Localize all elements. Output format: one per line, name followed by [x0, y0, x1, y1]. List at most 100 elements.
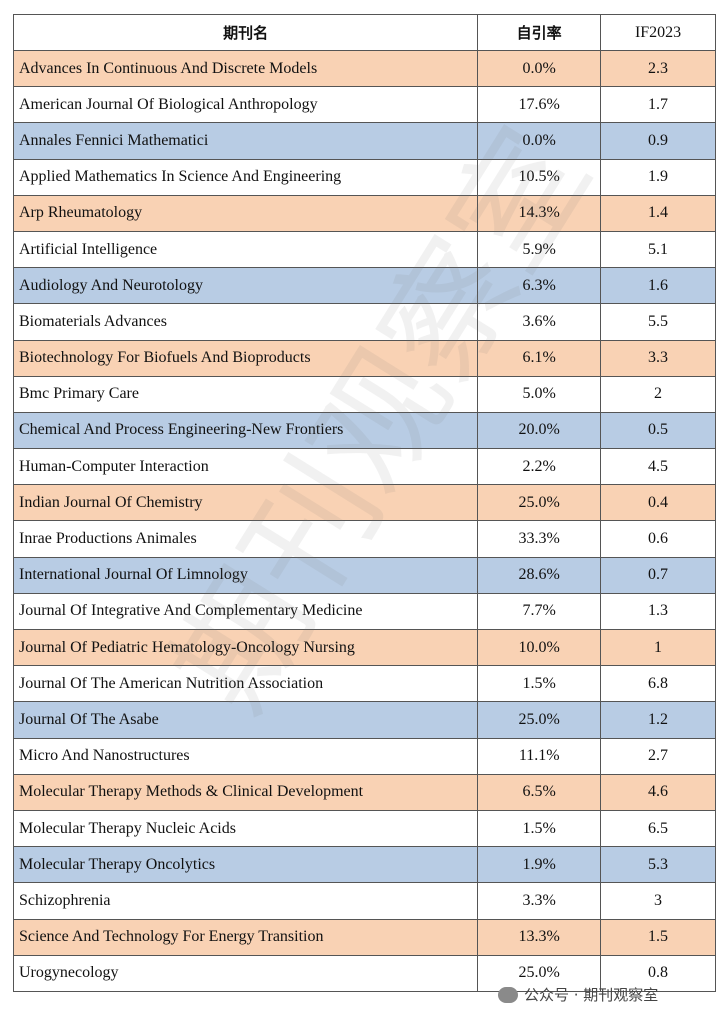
self-citation-rate: 2.2%: [477, 448, 602, 486]
self-citation-rate: 1.5%: [477, 809, 602, 848]
header-cell: IF2023: [600, 14, 716, 51]
journal-name: Audiology And Neurotology: [12, 267, 479, 305]
table-row: Molecular Therapy Oncolytics 1.9% 5.3: [12, 846, 716, 884]
journal-name: Molecular Therapy Oncolytics: [12, 846, 479, 884]
self-citation-rate: 28.6%: [477, 556, 602, 594]
table-row: Human-Computer Interaction 2.2% 4.5: [12, 448, 716, 486]
impact-factor: 0.9: [600, 122, 716, 160]
journal-name: Urogynecology: [12, 954, 479, 992]
impact-factor: 0.5: [600, 411, 716, 450]
impact-factor: 4.6: [600, 773, 716, 811]
impact-factor: 0.8: [600, 954, 716, 992]
journal-name: Advances In Continuous And Discrete Mode…: [12, 49, 479, 88]
table-row: Urogynecology 25.0% 0.8: [12, 954, 716, 992]
impact-factor: 1: [600, 628, 716, 667]
self-citation-rate: 10.5%: [477, 158, 602, 196]
table-row: Bmc Primary Care 5.0% 2: [12, 375, 716, 413]
table-row: Advances In Continuous And Discrete Mode…: [12, 49, 716, 88]
self-citation-rate: 3.3%: [477, 882, 602, 920]
table-row: Annales Fennici Mathematici 0.0% 0.9: [12, 122, 716, 160]
impact-factor: 6.8: [600, 665, 716, 703]
self-citation-rate: 7.7%: [477, 592, 602, 631]
table-row: Biomaterials Advances 3.6% 5.5: [12, 303, 716, 341]
table-row: American Journal Of Biological Anthropol…: [12, 86, 716, 124]
journal-name: Science And Technology For Energy Transi…: [12, 918, 479, 956]
header-row: 期刊名 自引率 IF2023: [12, 14, 716, 51]
journal-name: Molecular Therapy Methods & Clinical Dev…: [12, 773, 479, 811]
self-citation-rate: 25.0%: [477, 484, 602, 522]
impact-factor: 4.5: [600, 448, 716, 486]
impact-factor: 2.7: [600, 737, 716, 775]
table-row: Chemical And Process Engineering-New Fro…: [12, 411, 716, 450]
table-row: Biotechnology For Biofuels And Bioproduc…: [12, 339, 716, 377]
impact-factor: 2.3: [600, 49, 716, 88]
table-row: Artificial Intelligence 5.9% 5.1: [12, 230, 716, 269]
table-row: Journal Of The Asabe 25.0% 1.2: [12, 701, 716, 739]
journal-name: Indian Journal Of Chemistry: [12, 484, 479, 522]
self-citation-rate: 0.0%: [477, 49, 602, 88]
journal-name: American Journal Of Biological Anthropol…: [12, 86, 479, 124]
impact-factor: 1.9: [600, 158, 716, 196]
impact-factor: 0.4: [600, 484, 716, 522]
self-citation-rate: 1.5%: [477, 665, 602, 703]
header-cell: 期刊名: [12, 14, 479, 51]
journal-name: Applied Mathematics In Science And Engin…: [12, 158, 479, 196]
self-citation-rate: 14.3%: [477, 194, 602, 232]
self-citation-rate: 3.6%: [477, 303, 602, 341]
header-cell: 自引率: [477, 14, 602, 51]
self-citation-rate: 10.0%: [477, 628, 602, 667]
impact-factor: 1.4: [600, 194, 716, 232]
impact-factor: 1.7: [600, 86, 716, 124]
journal-name: Journal Of The Asabe: [12, 701, 479, 739]
self-citation-rate: 5.0%: [477, 375, 602, 413]
table-row: Arp Rheumatology 14.3% 1.4: [12, 194, 716, 232]
impact-factor: 1.2: [600, 701, 716, 739]
table-row: Applied Mathematics In Science And Engin…: [12, 158, 716, 196]
journal-name: Bmc Primary Care: [12, 375, 479, 413]
impact-factor: 0.7: [600, 556, 716, 594]
impact-factor: 6.5: [600, 809, 716, 848]
impact-factor: 3.3: [600, 339, 716, 377]
table-row: Molecular Therapy Methods & Clinical Dev…: [12, 773, 716, 811]
table-row: Journal Of Integrative And Complementary…: [12, 592, 716, 631]
journal-table: 期刊名 自引率 IF2023 Advances In Continuous An…: [12, 14, 716, 992]
self-citation-rate: 17.6%: [477, 86, 602, 124]
table-row: Audiology And Neurotology 6.3% 1.6: [12, 267, 716, 305]
table-row: Molecular Therapy Nucleic Acids 1.5% 6.5: [12, 809, 716, 848]
table-row: Schizophrenia 3.3% 3: [12, 882, 716, 920]
impact-factor: 5.5: [600, 303, 716, 341]
self-citation-rate: 25.0%: [477, 701, 602, 739]
table-row: Indian Journal Of Chemistry 25.0% 0.4: [12, 484, 716, 522]
journal-name: International Journal Of Limnology: [12, 556, 479, 594]
journal-name: Biomaterials Advances: [12, 303, 479, 341]
self-citation-rate: 13.3%: [477, 918, 602, 956]
wechat-icon: [498, 986, 518, 1003]
table-body: Advances In Continuous And Discrete Mode…: [12, 49, 716, 992]
self-citation-rate: 25.0%: [477, 954, 602, 992]
journal-name: Journal Of Pediatric Hematology-Oncology…: [12, 628, 479, 667]
self-citation-rate: 20.0%: [477, 411, 602, 450]
footer-text: 公众号 · 期刊观察室: [524, 986, 659, 1004]
impact-factor: 2: [600, 375, 716, 413]
self-citation-rate: 0.0%: [477, 122, 602, 160]
impact-factor: 1.6: [600, 267, 716, 305]
journal-name: Schizophrenia: [12, 882, 479, 920]
table-row: International Journal Of Limnology 28.6% 0…: [12, 556, 716, 594]
impact-factor: 5.1: [600, 230, 716, 269]
self-citation-rate: 6.1%: [477, 339, 602, 377]
table-row: Micro And Nanostructures 11.1% 2.7: [12, 737, 716, 775]
impact-factor: 1.5: [600, 918, 716, 956]
impact-factor: 3: [600, 882, 716, 920]
self-citation-rate: 6.3%: [477, 267, 602, 305]
table-row: Science And Technology For Energy Transi…: [12, 918, 716, 956]
journal-name: Artificial Intelligence: [12, 230, 479, 269]
self-citation-rate: 5.9%: [477, 230, 602, 269]
journal-name: Arp Rheumatology: [12, 194, 479, 232]
journal-name: Micro And Nanostructures: [12, 737, 479, 775]
footer: 公众号 · 期刊观察室: [498, 984, 658, 1005]
journal-name: Chemical And Process Engineering-New Fro…: [12, 411, 479, 450]
table-row: Journal Of Pediatric Hematology-Oncology…: [12, 628, 716, 667]
self-citation-rate: 33.3%: [477, 520, 602, 558]
impact-factor: 5.3: [600, 846, 716, 884]
journal-name: Molecular Therapy Nucleic Acids: [12, 809, 479, 848]
